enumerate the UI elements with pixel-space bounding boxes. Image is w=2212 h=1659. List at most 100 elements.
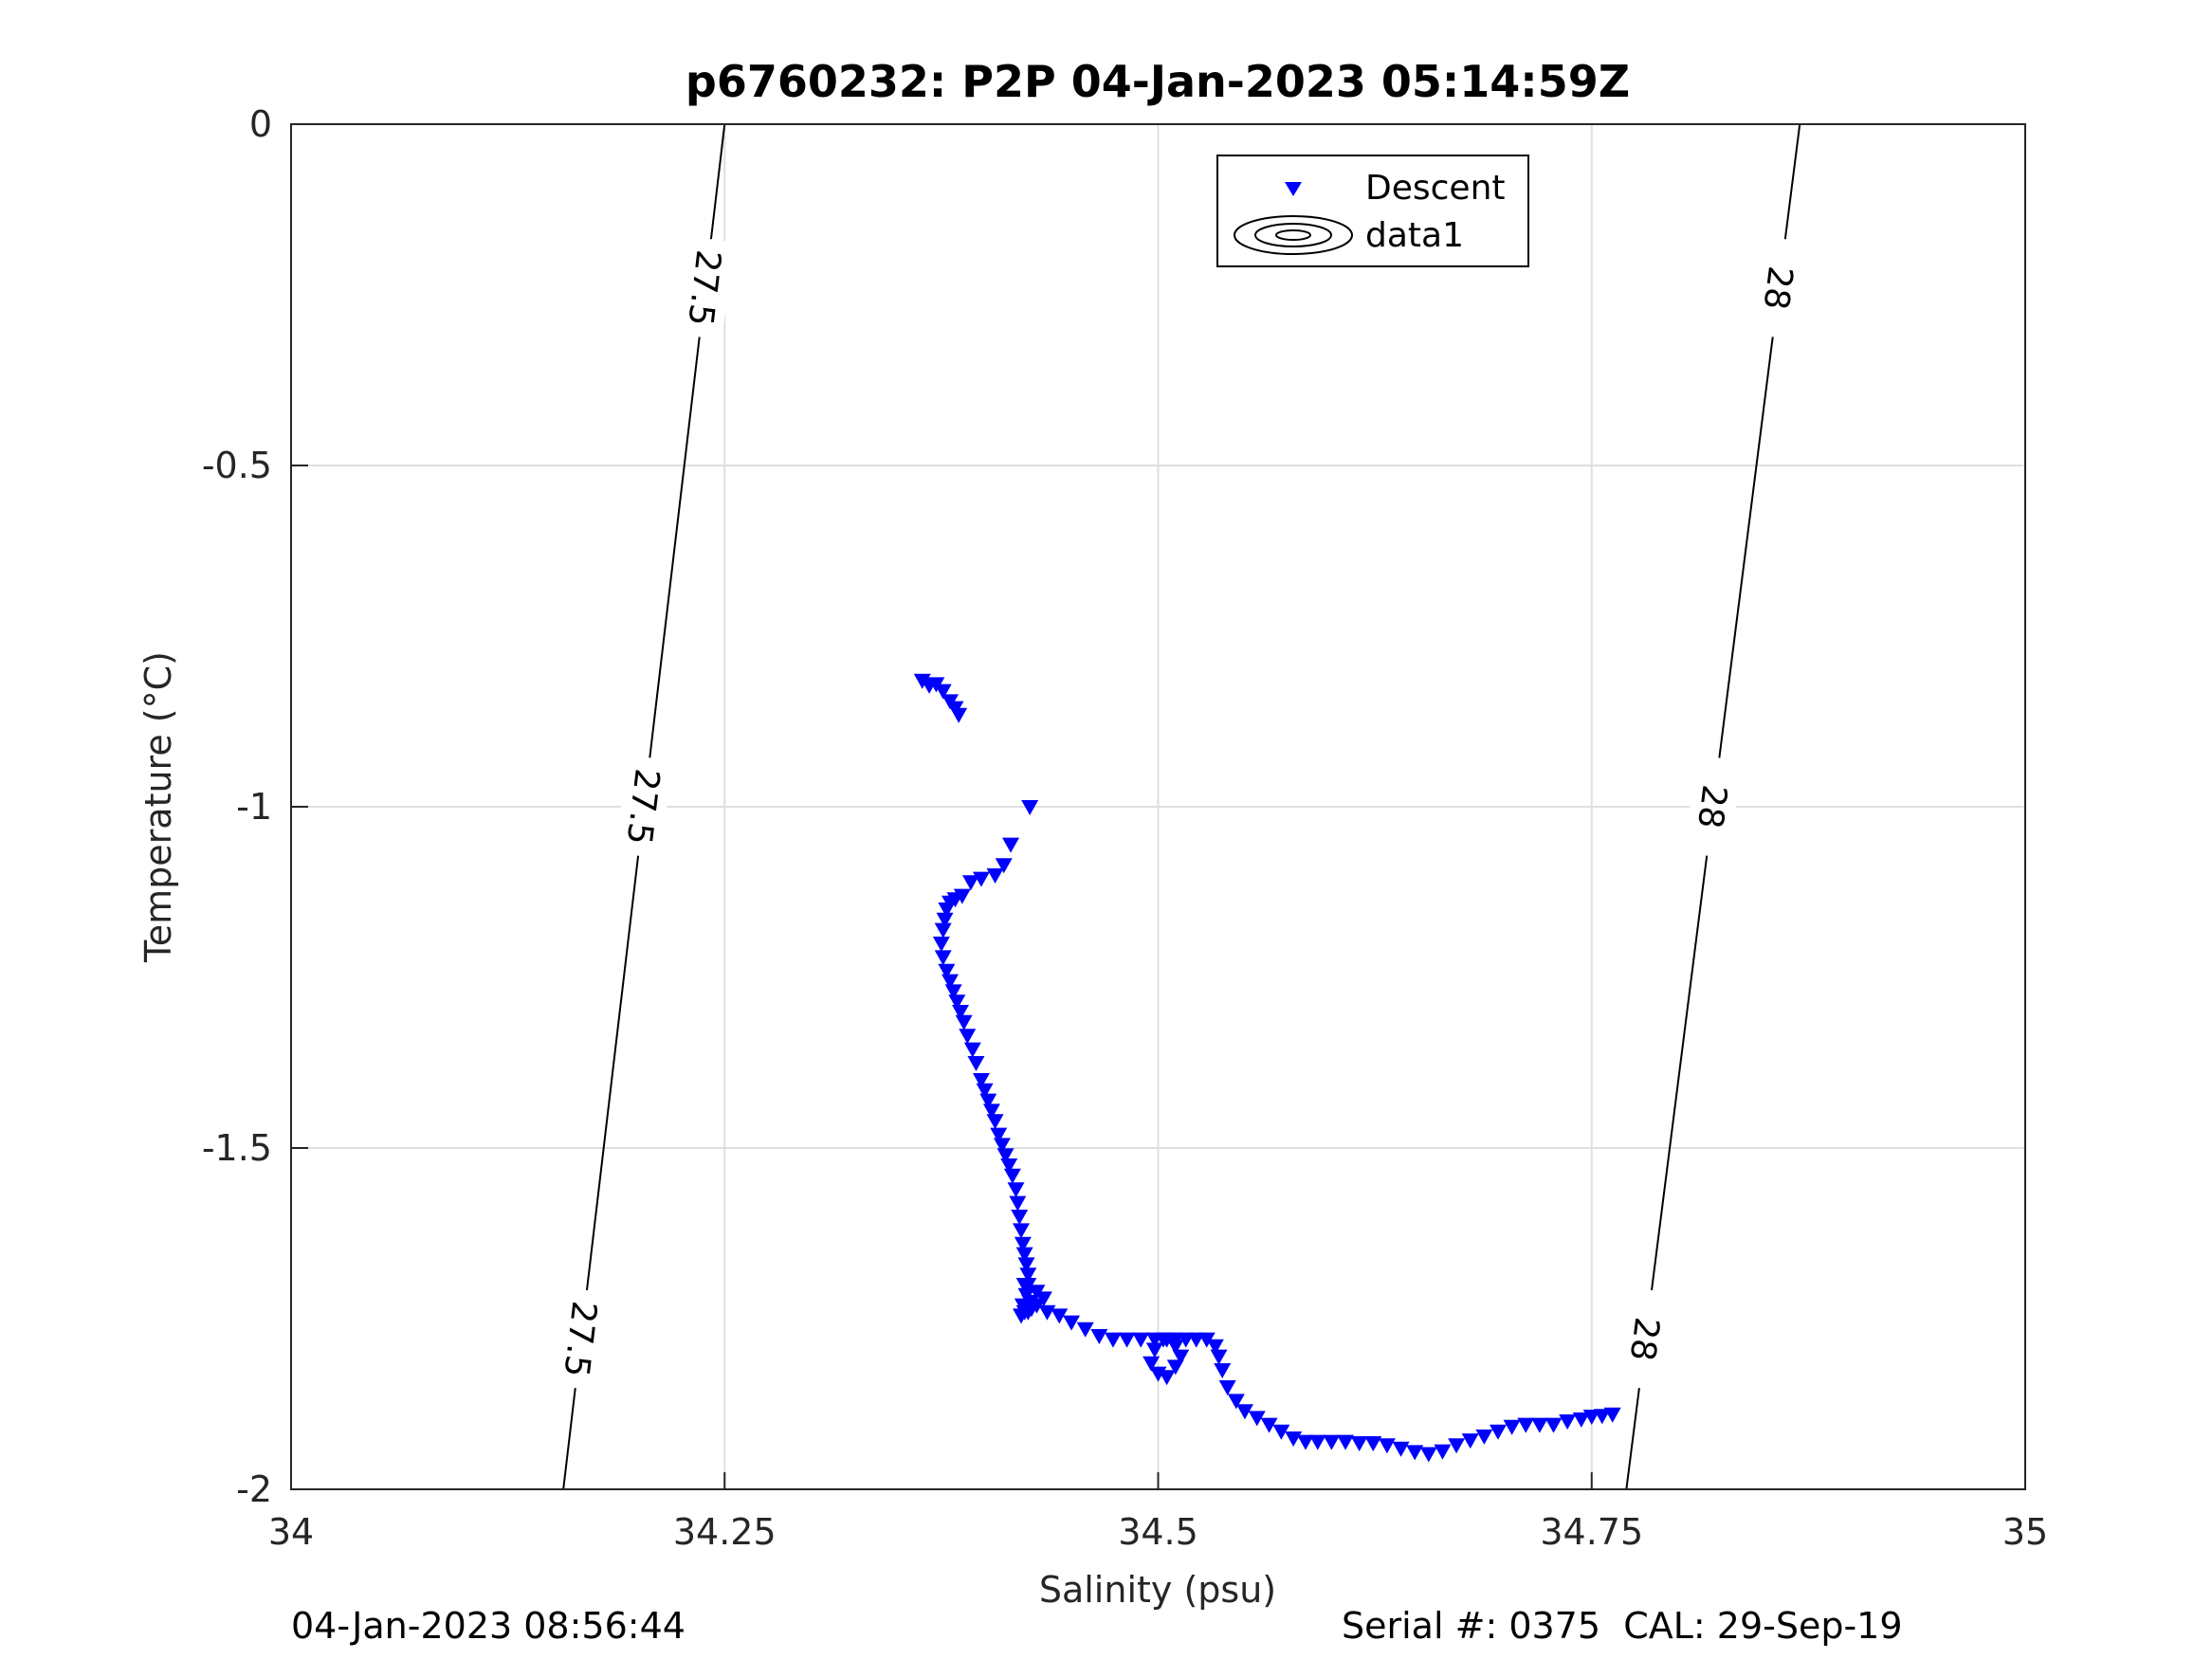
- descent-point: [1475, 1429, 1493, 1445]
- descent-point: [979, 1093, 997, 1109]
- x-axis-ticks: 34 34.25 34.5 34.75 35: [268, 1472, 2048, 1553]
- descent-point: [1076, 1322, 1094, 1338]
- descent-point: [938, 902, 956, 918]
- descent-point: [1118, 1332, 1136, 1348]
- descent-point: [951, 1005, 969, 1020]
- x-tick-label: 35: [2002, 1511, 2048, 1553]
- descent-point: [1489, 1424, 1507, 1440]
- descent-point: [1104, 1332, 1122, 1348]
- descent-point: [934, 950, 952, 966]
- descent-point: [1448, 1438, 1466, 1454]
- contour-label-bg: [1749, 236, 1808, 340]
- descent-point: [1015, 1278, 1033, 1293]
- descent-point: [1517, 1417, 1535, 1433]
- descent-point: [1015, 1247, 1033, 1263]
- descent-point: [1434, 1444, 1452, 1460]
- contour-label-bg: [552, 1287, 610, 1392]
- descent-point: [1063, 1315, 1081, 1331]
- x-tick-label: 34: [268, 1511, 314, 1553]
- descent-point: [1149, 1366, 1167, 1382]
- x-tick-label: 34.25: [673, 1511, 777, 1553]
- contour-label: 27.5: [680, 247, 727, 327]
- descent-point: [1013, 1223, 1031, 1239]
- descent-point: [1206, 1339, 1224, 1355]
- contour-label-bg: [1684, 755, 1743, 859]
- descent-point: [955, 1014, 973, 1030]
- descent-point: [972, 1073, 990, 1088]
- descent-point: [1572, 1412, 1590, 1428]
- descent-point: [1227, 1394, 1245, 1410]
- descent-point: [1350, 1436, 1368, 1452]
- descent-point: [1132, 1332, 1150, 1348]
- descent-point: [932, 937, 950, 952]
- descent-point: [1028, 1298, 1046, 1314]
- descent-point: [1000, 1158, 1018, 1174]
- descent-point: [1545, 1417, 1563, 1433]
- y-tick-label: -1: [236, 786, 272, 828]
- footer-serial-cal: Serial #: 0375 CAL: 29-Sep-19: [1342, 1605, 1903, 1647]
- descent-point: [1392, 1441, 1410, 1457]
- descent-point: [1002, 837, 1020, 853]
- descent-point: [963, 1042, 981, 1058]
- y-tick-label: -0.5: [202, 445, 272, 486]
- descent-point: [1007, 1182, 1025, 1198]
- y-tick-label: -1.5: [202, 1127, 272, 1169]
- y-tick-label: 0: [249, 103, 272, 145]
- legend-descent-label: Descent: [1365, 169, 1506, 208]
- contour-label: 27.5: [619, 767, 667, 847]
- contour-label-bg: [676, 236, 734, 340]
- descent-point: [1260, 1417, 1278, 1433]
- descent-point: [1503, 1419, 1521, 1435]
- descent-point: [1235, 1404, 1253, 1420]
- descent-point: [1337, 1434, 1355, 1450]
- descent-point: [967, 1056, 985, 1071]
- contour-label: 27.5: [556, 1299, 603, 1378]
- descent-point: [1364, 1436, 1382, 1452]
- descent-point: [1090, 1329, 1108, 1344]
- descent-point: [1582, 1409, 1600, 1425]
- descent-point: [1003, 1168, 1021, 1184]
- descent-point: [993, 1138, 1011, 1154]
- descent-point: [961, 875, 979, 891]
- legend-box: [1216, 155, 1529, 267]
- descent-point: [995, 858, 1013, 874]
- descent-point: [1011, 1210, 1029, 1225]
- descent-point: [1218, 1380, 1236, 1395]
- descent-point: [986, 868, 1004, 884]
- contour-label: 28: [1756, 264, 1800, 312]
- contour-label: 28: [1622, 1315, 1666, 1363]
- contour-label: 28: [1690, 783, 1733, 831]
- legend: Descent data1: [1216, 155, 1529, 267]
- y-tick-label: -2: [236, 1468, 272, 1510]
- y-axis-label: Temperature (°C): [137, 651, 179, 963]
- descent-point: [990, 1127, 1008, 1143]
- descent-point: [1051, 1308, 1069, 1324]
- legend-contour-icon: [1234, 215, 1353, 255]
- descent-point: [1593, 1409, 1611, 1425]
- descent-point: [1143, 1356, 1161, 1372]
- x-axis-label: Salinity (psu): [1039, 1569, 1276, 1611]
- descent-point: [1154, 1332, 1172, 1348]
- descent-point: [1461, 1433, 1479, 1449]
- descent-point: [1559, 1414, 1577, 1430]
- descent-point: [1019, 1267, 1037, 1284]
- descent-point: [1197, 1332, 1216, 1348]
- legend-data1-label: data1: [1365, 216, 1464, 255]
- descent-point: [996, 1148, 1015, 1164]
- descent-point: [934, 922, 952, 939]
- descent-point: [950, 707, 968, 723]
- descent-point: [1296, 1434, 1314, 1450]
- descent-point: [1378, 1438, 1396, 1454]
- descent-point: [936, 912, 954, 928]
- descent-point: [1166, 1359, 1184, 1376]
- contour-label-bg: [615, 755, 673, 859]
- descent-point: [1272, 1424, 1290, 1440]
- descent-point: [1019, 1304, 1037, 1321]
- descent-point: [1214, 1363, 1232, 1378]
- descent-point: [948, 994, 966, 1011]
- footer-timestamp: 04-Jan-2023 08:56:44: [291, 1605, 686, 1647]
- descent-point: [938, 963, 956, 979]
- descent-point: [1419, 1447, 1437, 1463]
- descent-point: [1603, 1407, 1621, 1423]
